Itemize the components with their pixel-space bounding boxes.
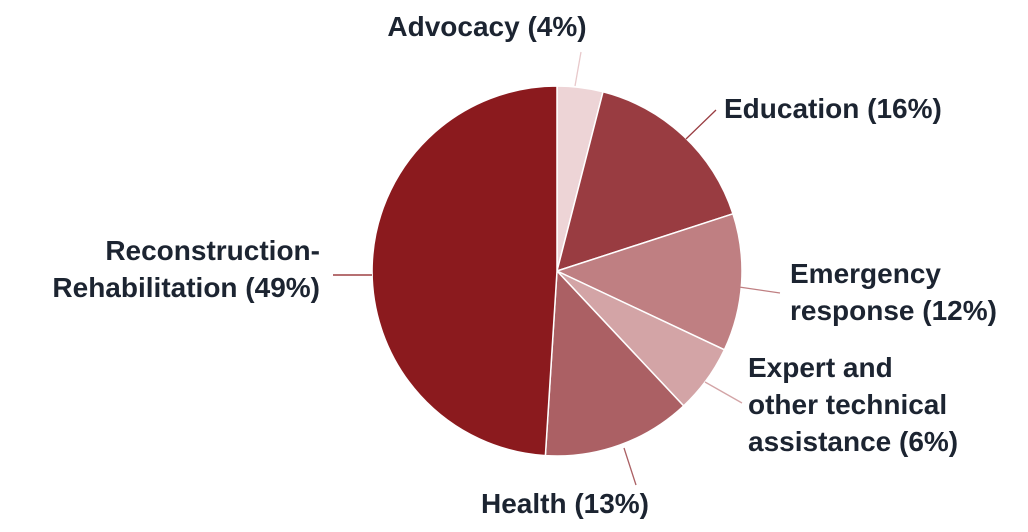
leader-line-education [685, 109, 717, 140]
slice-reconstruction-rehabilitation [371, 85, 558, 457]
slice-education [555, 90, 734, 273]
leader-line-emergency-response [738, 286, 781, 294]
slice-labels: Advocacy (4%) Education (16%) Emergency res… [52, 11, 997, 519]
label-line: Education (16%) [724, 93, 942, 124]
label-emergency-response: Emergency response (12%) [790, 258, 997, 326]
label-line: response (12%) [790, 295, 997, 326]
label-line: Expert and [748, 352, 893, 383]
pie-slices [371, 85, 743, 457]
slice-health [544, 269, 685, 457]
label-line: Advocacy (4%) [387, 11, 586, 42]
label-reconstruction-rehabilitation: Reconstruction- Rehabilitation (49%) [52, 235, 320, 303]
label-line: Health (13%) [481, 488, 649, 519]
label-health: Health (13%) [481, 488, 649, 519]
leader-line-health [623, 447, 637, 486]
label-line: assistance (6%) [748, 426, 958, 457]
label-line: Reconstruction- [105, 235, 320, 266]
leader-line-expert-technical-assistance [704, 381, 743, 404]
leader-lines [333, 51, 781, 486]
slice-emergency-response [554, 212, 743, 351]
leader-line-advocacy [574, 51, 582, 87]
label-advocacy: Advocacy (4%) [387, 11, 586, 42]
label-line: Rehabilitation (49%) [52, 272, 320, 303]
label-line: other technical [748, 389, 947, 420]
label-education: Education (16%) [724, 93, 942, 124]
label-expert-technical-assistance: Expert and other technical assistance (6%) [748, 352, 958, 457]
label-line: Emergency [790, 258, 941, 289]
